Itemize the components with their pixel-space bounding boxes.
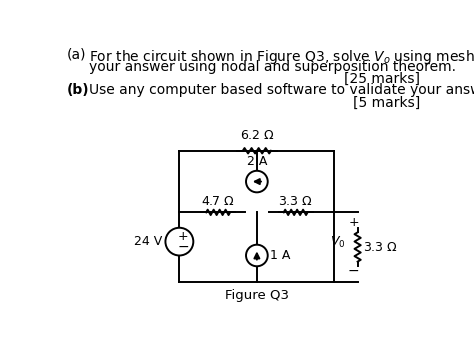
Text: $V_0$: $V_0$	[330, 235, 346, 250]
Text: +: +	[178, 230, 189, 243]
Text: (b): (b)	[67, 83, 90, 97]
Text: 1 A: 1 A	[270, 249, 291, 262]
Text: +: +	[348, 216, 359, 229]
Text: [5 marks]: [5 marks]	[353, 96, 420, 110]
Text: −: −	[177, 240, 189, 254]
Text: Use any computer based software to validate your answer.: Use any computer based software to valid…	[89, 83, 474, 97]
Text: 4.7 $\Omega$: 4.7 $\Omega$	[201, 195, 235, 208]
Text: your answer using nodal and superposition theorem.: your answer using nodal and superpositio…	[89, 60, 456, 74]
Text: 3.3 $\Omega$: 3.3 $\Omega$	[363, 241, 398, 253]
Text: 24 V: 24 V	[134, 235, 162, 248]
Text: 3.3 $\Omega$: 3.3 $\Omega$	[278, 195, 313, 208]
Text: [25 marks]: [25 marks]	[345, 72, 420, 86]
Text: Figure Q3: Figure Q3	[225, 289, 289, 303]
Text: 2 A: 2 A	[246, 155, 267, 169]
Text: (a): (a)	[67, 48, 86, 62]
Text: 6.2 $\Omega$: 6.2 $\Omega$	[240, 129, 274, 142]
Text: −: −	[348, 264, 360, 278]
Text: For the circuit shown in Figure Q3, solve $V_o$ using mesh analysis technique ab: For the circuit shown in Figure Q3, solv…	[89, 48, 474, 66]
